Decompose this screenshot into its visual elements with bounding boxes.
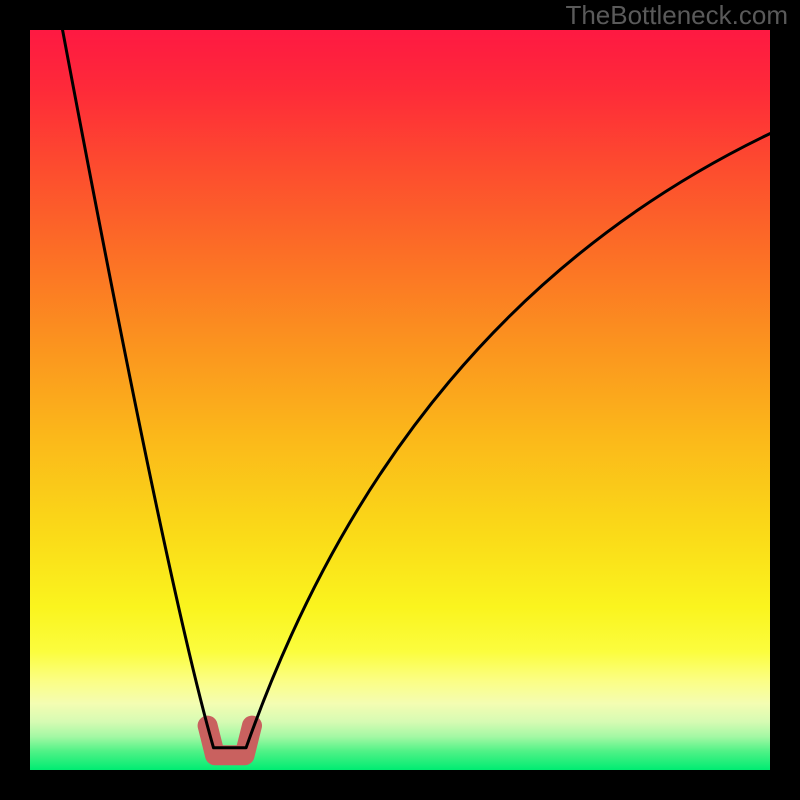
bottleneck-chart: TheBottleneck.com: [0, 0, 800, 800]
watermark-text: TheBottleneck.com: [565, 0, 788, 30]
gradient-background: [30, 30, 770, 770]
